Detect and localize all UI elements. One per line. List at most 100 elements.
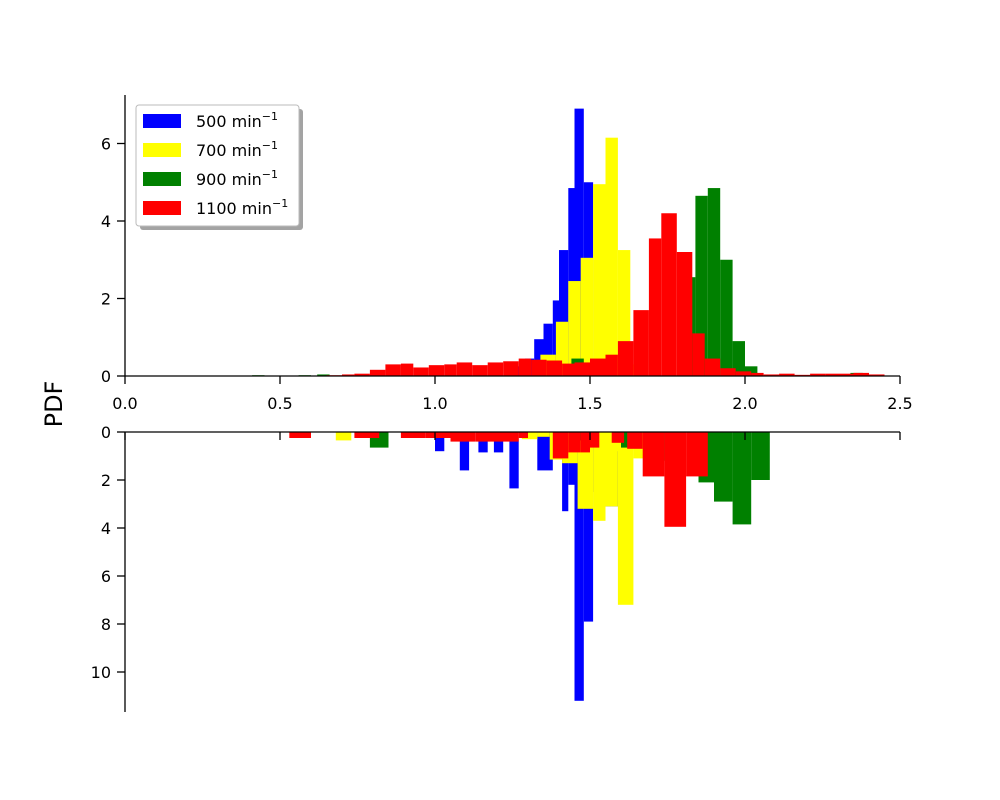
top-bar-red-4 bbox=[385, 364, 401, 376]
top-bar-red-2 bbox=[354, 373, 370, 376]
top-bar-blue-7 bbox=[574, 108, 584, 376]
top-bar-green-2 bbox=[317, 374, 330, 376]
legend-label-yellow: 700 min−1 bbox=[196, 139, 278, 160]
top-bar-red-10 bbox=[472, 365, 488, 376]
bottom-bar-red-1 bbox=[354, 432, 380, 438]
legend: 500 min−1 700 min−1 900 min−1 1100 min−1 bbox=[135, 104, 303, 230]
top-bar-red-8 bbox=[444, 364, 457, 376]
bottom-bar-blue-1 bbox=[459, 432, 470, 471]
bottom-bar-blue-10 bbox=[583, 432, 594, 622]
top-bar-red-18 bbox=[590, 358, 606, 376]
bottom-bar-red-9 bbox=[568, 432, 581, 453]
top-bar-red-35 bbox=[838, 373, 854, 376]
bottom-bar-green-2 bbox=[621, 432, 631, 448]
bottom-bar-yellow-0 bbox=[335, 432, 352, 441]
legend-swatch-blue bbox=[143, 114, 181, 128]
top-bar-red-26 bbox=[704, 358, 721, 376]
x-tick-label-2: 1.0 bbox=[422, 394, 447, 413]
top-y-tick-label-2: 4 bbox=[101, 212, 111, 231]
x-tick-label-3: 1.5 bbox=[577, 394, 602, 413]
top-bar-green-6 bbox=[707, 188, 721, 376]
top-bar-red-14 bbox=[531, 359, 547, 376]
top-bar-green-8 bbox=[732, 341, 745, 376]
top-panel-bars bbox=[252, 108, 885, 376]
bottom-bar-blue-5 bbox=[537, 432, 553, 471]
top-bar-red-28 bbox=[735, 371, 752, 376]
top-bar-red-30 bbox=[763, 374, 780, 376]
top-bar-red-36 bbox=[853, 372, 869, 376]
bottom-bar-red-15 bbox=[664, 432, 687, 527]
top-bar-red-15 bbox=[546, 360, 563, 376]
x-tick-label-5: 2.5 bbox=[887, 394, 912, 413]
bottom-bar-red-16 bbox=[686, 432, 708, 477]
top-y-tick-label-0: 0 bbox=[101, 367, 111, 386]
top-bar-red-7 bbox=[428, 365, 445, 376]
bottom-bar-blue-7 bbox=[562, 432, 569, 512]
legend-label-blue: 500 min−1 bbox=[196, 110, 278, 131]
legend-swatch-yellow bbox=[143, 143, 181, 157]
top-bar-red-24 bbox=[676, 252, 693, 376]
top-bar-red-23 bbox=[661, 213, 677, 376]
x-tick-label-0: 0.0 bbox=[112, 394, 137, 413]
legend-box bbox=[135, 104, 300, 227]
axes: 0.0 0.5 1.0 1.5 2.0 2.5 0 2 4 6 0 2 4 6 8 10 bbox=[91, 95, 913, 712]
bottom-y-tick-label-0: 0 bbox=[101, 423, 111, 442]
bottom-bar-red-2 bbox=[400, 432, 426, 438]
top-bar-red-1 bbox=[342, 374, 355, 376]
bottom-y-tick-label-5: 10 bbox=[91, 663, 111, 682]
top-y-tick-label-3: 6 bbox=[101, 135, 111, 154]
top-bar-red-29 bbox=[751, 372, 764, 376]
top-bar-red-9 bbox=[456, 362, 473, 376]
top-bar-red-34 bbox=[825, 373, 838, 376]
top-bar-blue-2 bbox=[534, 339, 544, 376]
bottom-bar-yellow-7 bbox=[593, 432, 606, 521]
bottom-bar-red-13 bbox=[627, 432, 643, 449]
bottom-bar-red-7 bbox=[518, 432, 528, 438]
top-bar-red-22 bbox=[648, 238, 662, 376]
bottom-bar-yellow-3 bbox=[537, 432, 550, 437]
bottom-bar-red-4 bbox=[450, 432, 476, 442]
top-bar-green-5 bbox=[695, 195, 708, 376]
top-bar-red-5 bbox=[400, 363, 414, 376]
top-bar-yellow-3 bbox=[580, 257, 594, 376]
bottom-bar-green-6 bbox=[751, 432, 770, 480]
legend-swatch-red bbox=[143, 201, 181, 215]
bottom-bar-red-8 bbox=[552, 432, 569, 459]
top-bar-red-25 bbox=[692, 333, 705, 376]
top-bar-red-27 bbox=[720, 368, 736, 376]
top-bar-yellow-4 bbox=[593, 184, 606, 376]
y-axis-label: PDF bbox=[40, 381, 68, 428]
bottom-bar-blue-9 bbox=[574, 432, 584, 701]
top-bar-yellow-5 bbox=[605, 137, 618, 376]
top-bar-red-33 bbox=[810, 373, 826, 376]
top-bar-red-31 bbox=[779, 373, 795, 376]
bottom-panel-bars bbox=[289, 432, 770, 701]
bottom-bar-red-12 bbox=[611, 432, 625, 443]
bottom-bar-red-14 bbox=[642, 432, 665, 477]
bottom-y-tick-label-4: 8 bbox=[101, 615, 111, 634]
top-bar-red-6 bbox=[413, 367, 429, 376]
top-bar-red-17 bbox=[574, 362, 590, 376]
bottom-bar-blue-4 bbox=[509, 432, 519, 489]
top-bar-red-13 bbox=[518, 358, 532, 376]
top-bar-red-12 bbox=[503, 361, 519, 376]
x-tick-label-1: 0.5 bbox=[267, 394, 292, 413]
bottom-bar-red-5 bbox=[475, 432, 497, 442]
bottom-bar-red-10 bbox=[580, 432, 590, 453]
top-y-tick-label-1: 2 bbox=[101, 290, 111, 309]
top-bar-yellow-2 bbox=[568, 281, 581, 376]
x-tick-label-4: 2.0 bbox=[732, 394, 757, 413]
bottom-bar-red-3 bbox=[425, 432, 451, 438]
bottom-bar-blue-3 bbox=[493, 432, 504, 453]
top-bar-red-21 bbox=[633, 310, 649, 376]
top-bar-blue-3 bbox=[543, 323, 553, 376]
bottom-bar-blue-0 bbox=[435, 432, 445, 452]
top-bar-red-19 bbox=[605, 354, 618, 376]
bottom-y-tick-label-1: 2 bbox=[101, 471, 111, 490]
bottom-bar-yellow-9 bbox=[617, 432, 634, 605]
bottom-bar-red-6 bbox=[497, 432, 519, 442]
legend-label-red: 1100 min−1 bbox=[196, 197, 288, 218]
bottom-y-tick-label-2: 4 bbox=[101, 519, 111, 538]
bottom-bar-red-11 bbox=[590, 432, 600, 448]
